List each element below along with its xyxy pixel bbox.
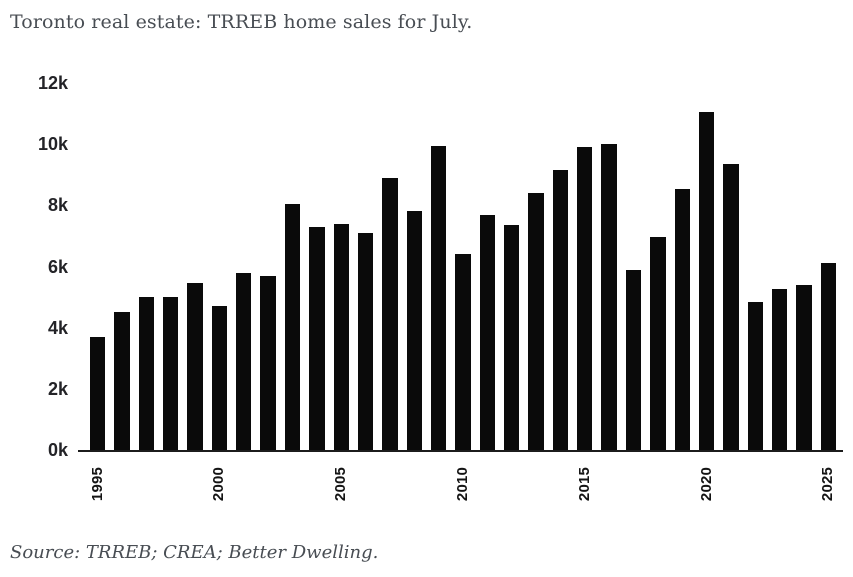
bar-2011 [479, 214, 495, 450]
bar-2009 [430, 145, 447, 450]
bar-2008 [406, 211, 422, 450]
bar-2001 [236, 272, 252, 450]
bar-2021 [723, 164, 739, 450]
bar-2006 [357, 232, 374, 450]
bar-2023 [771, 289, 788, 450]
bar-2020 [698, 112, 715, 450]
bar-2024 [796, 284, 812, 450]
bar-1997 [138, 297, 154, 450]
bar-2004 [309, 226, 325, 450]
bar-2000 [211, 306, 228, 450]
plot-area [78, 83, 843, 452]
y-tick-10k: 10k [37, 134, 68, 155]
x-tick-2015: 2015 [575, 466, 593, 502]
bar-2003 [284, 203, 301, 450]
bar-2019 [674, 188, 690, 450]
bar-2013 [528, 193, 544, 450]
y-tick-0k: 0k [47, 440, 68, 460]
y-tick-12k: 12k [37, 73, 68, 93]
bar-2010 [455, 254, 471, 450]
bar-2022 [747, 301, 763, 450]
y-axis: 12k 10k 8k 6k 4k 2k 0k [0, 73, 68, 460]
y-tick-2k: 2k [47, 378, 68, 399]
bar-2005 [333, 223, 349, 450]
bar-2017 [625, 269, 642, 450]
x-tick-2005: 2005 [332, 466, 350, 502]
bar-2018 [650, 237, 666, 450]
bar-2015 [577, 147, 593, 450]
y-tick-8k: 8k [47, 195, 68, 216]
bar-2014 [552, 170, 569, 450]
bar-2025 [820, 263, 836, 450]
x-tick-2020: 2020 [697, 466, 715, 502]
bar-2007 [382, 177, 398, 450]
x-axis: 1995 2000 2005 2010 2015 2020 2025 [78, 452, 843, 522]
x-tick-2025: 2025 [819, 466, 837, 502]
bar-2016 [601, 144, 617, 450]
bar-2012 [504, 225, 520, 450]
chart-title: Toronto real estate: TRREB home sales fo… [10, 11, 473, 33]
bar-1999 [187, 283, 203, 450]
x-tick-1995: 1995 [88, 466, 106, 502]
x-tick-2010: 2010 [454, 466, 471, 502]
bar-1995 [90, 336, 106, 450]
source-note: Source: TRREB; CREA; Better Dwelling. [10, 542, 379, 563]
bar-1998 [163, 297, 179, 450]
bar-2002 [260, 275, 276, 450]
x-tick-2000: 2000 [210, 466, 228, 502]
y-tick-4k: 4k [47, 317, 68, 338]
bar-1996 [114, 312, 130, 450]
y-tick-6k: 6k [47, 256, 68, 277]
